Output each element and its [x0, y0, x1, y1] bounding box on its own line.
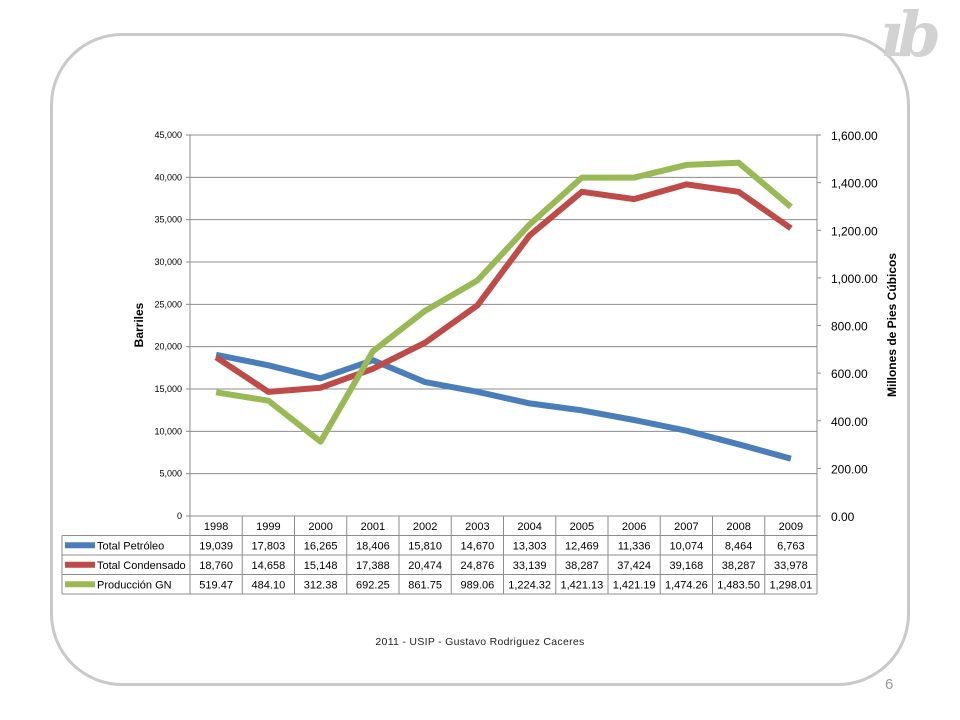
y-tick-label: 45,000	[154, 130, 182, 140]
x-tick-label: 2003	[465, 521, 489, 533]
data-label: 861.75	[408, 580, 442, 592]
data-label: 17,803	[252, 541, 286, 553]
data-label: 16,265	[304, 541, 338, 553]
page-number: 6	[885, 676, 894, 693]
y-tick-label: 40,000	[154, 172, 182, 182]
data-label: 19,039	[199, 541, 233, 553]
data-label: 38,287	[565, 560, 599, 572]
y-tick-label: 10,000	[154, 426, 182, 436]
data-label: 1,483.50	[717, 580, 760, 592]
data-label: 17,388	[356, 560, 390, 572]
data-label: 39,168	[670, 560, 704, 572]
data-label: 1,224.32	[508, 580, 551, 592]
series-line-total-condensado	[214, 181, 793, 395]
data-table: 1998 1999 2000 2001 2002 2003 2004 2005 2006 2007…	[61, 515, 818, 595]
axes: 0 5,000 10,000 15,000 20,000 25,000 30,000 35,0…	[154, 129, 878, 524]
slide-frame	[50, 33, 910, 686]
data-label: 20,474	[408, 560, 442, 572]
legend-label: Total Condensado	[97, 560, 186, 572]
data-label: 1,421.19	[613, 580, 656, 592]
data-label: 8,464	[725, 541, 753, 553]
y-tick-label: 30,000	[154, 257, 182, 267]
x-tick-label: 1999	[256, 521, 280, 533]
y-tick-label: 25,000	[154, 299, 182, 309]
data-label: 37,424	[617, 560, 651, 572]
y2-axis-label: Millones de Pies Cúbicos	[885, 253, 899, 397]
y-tick-label: 20,000	[154, 342, 182, 352]
data-label: 6,763	[777, 541, 805, 553]
data-label: 14,658	[252, 560, 286, 572]
x-tick-label: 2000	[308, 521, 332, 533]
x-tick-label: 2002	[413, 521, 437, 533]
data-label: 15,810	[408, 541, 442, 553]
x-tick-label: 2005	[570, 521, 594, 533]
data-label: 484.10	[252, 580, 286, 592]
x-tick-label: 2006	[622, 521, 646, 533]
data-label: 519.47	[199, 580, 233, 592]
x-tick-label: 2004	[517, 521, 541, 533]
data-label: 33,139	[513, 560, 547, 572]
x-tick-label: 2008	[726, 521, 750, 533]
data-label: 13,303	[513, 541, 547, 553]
data-label: 1,421.13	[560, 580, 603, 592]
data-label: 24,876	[461, 560, 495, 572]
series-lines	[214, 159, 793, 462]
gridlines	[190, 134, 817, 517]
data-label: 1,298.01	[769, 580, 812, 592]
y-axis-label: Barriles	[132, 302, 146, 347]
series-line-producci-n-gn	[215, 159, 793, 445]
data-label: 1,474.26	[665, 580, 708, 592]
data-label: 692.25	[356, 580, 390, 592]
data-label: 989.06	[461, 580, 495, 592]
y2-tick-label: 600.00	[831, 367, 868, 381]
data-label: 10,074	[670, 541, 704, 553]
data-label: 12,469	[565, 541, 599, 553]
data-label: 33,978	[774, 560, 808, 572]
data-label: 38,287	[722, 560, 756, 572]
logo: ıb	[880, 0, 941, 71]
y2-tick-label: 1,400.00	[831, 177, 878, 191]
y2-tick-label: 1,200.00	[831, 224, 878, 238]
data-label: 11,336	[618, 541, 651, 553]
y-tick-label: 0	[177, 511, 182, 521]
series-line-total-petr-leo	[215, 351, 792, 462]
x-tick-label: 2007	[674, 521, 698, 533]
y2-tick-label: 400.00	[831, 415, 868, 429]
x-tick-label: 2001	[361, 521, 385, 533]
y-tick-label: 5,000	[159, 469, 182, 479]
data-label: 312.38	[304, 580, 338, 592]
data-label: 18,760	[199, 560, 233, 572]
legend-label: Total Petróleo	[97, 541, 164, 553]
data-label: 14,670	[461, 541, 495, 553]
legend-label: Producción GN	[97, 580, 172, 592]
y2-tick-label: 1,600.00	[831, 129, 878, 143]
footer-text: 2011 - USIP - Gustavo Rodriguez Caceres	[375, 636, 585, 648]
y-tick-label: 15,000	[154, 384, 182, 394]
x-tick-label: 1998	[204, 521, 228, 533]
y2-tick-label: 1,000.00	[831, 272, 878, 286]
data-label: 15,148	[304, 560, 338, 572]
y-tick-label: 35,000	[154, 215, 182, 225]
y2-tick-label: 200.00	[831, 462, 868, 476]
data-label: 18,406	[356, 541, 390, 553]
y2-tick-label: 800.00	[831, 320, 868, 334]
y2-tick-label: 0.00	[831, 510, 855, 524]
x-tick-label: 2009	[779, 521, 803, 533]
